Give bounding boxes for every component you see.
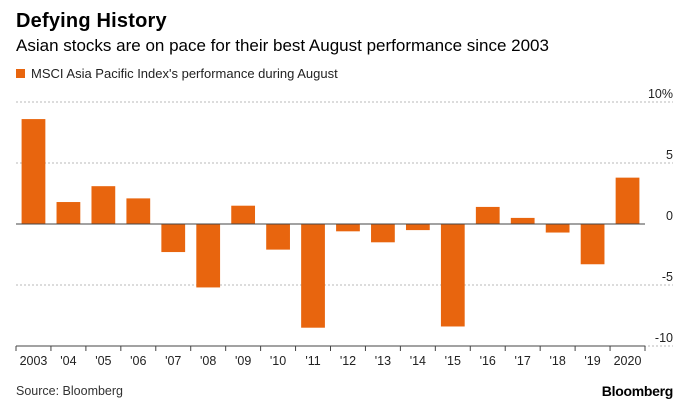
x-tick-label: 2020 <box>614 354 642 368</box>
x-tick-label: '13 <box>375 354 391 368</box>
x-tick-label: '19 <box>584 354 600 368</box>
x-tick-label: '04 <box>60 354 76 368</box>
legend-label: MSCI Asia Pacific Index's performance du… <box>31 66 338 81</box>
x-tick-label: '16 <box>480 354 496 368</box>
chart-title: Defying History <box>16 10 167 32</box>
legend-swatch <box>16 69 25 78</box>
bar <box>21 119 46 224</box>
x-tick-label: '09 <box>235 354 251 368</box>
chart-subtitle: Asian stocks are on pace for their best … <box>16 36 549 55</box>
x-tick-label: '18 <box>549 354 565 368</box>
bar <box>440 224 465 327</box>
bar <box>336 224 360 232</box>
x-tick-label: '15 <box>445 354 461 368</box>
bar <box>196 224 221 288</box>
y-tick-label: -5 <box>662 270 673 284</box>
bar <box>126 198 151 224</box>
bar <box>231 205 256 224</box>
y-tick-label: 5 <box>666 148 673 162</box>
bar <box>161 224 186 253</box>
bar <box>56 202 81 224</box>
source-note: Source: Bloomberg <box>16 384 124 398</box>
x-tick-label: '14 <box>410 354 426 368</box>
y-tick-label: 10% <box>648 87 673 101</box>
x-tick-label: '06 <box>130 354 146 368</box>
bar <box>91 186 116 224</box>
y-tick-label: -10 <box>655 331 673 345</box>
x-tick-label: 2003 <box>20 354 48 368</box>
bar <box>301 224 325 328</box>
bar <box>545 224 570 233</box>
x-tick-label: '17 <box>515 354 531 368</box>
x-tick-label: '07 <box>165 354 181 368</box>
bar <box>580 224 605 265</box>
bar <box>615 177 640 224</box>
bar <box>405 224 430 231</box>
x-tick-label: '11 <box>305 354 320 368</box>
x-tick-label: '05 <box>95 354 111 368</box>
bar <box>510 217 535 224</box>
x-tick-label: '10 <box>270 354 286 368</box>
y-tick-label: 0 <box>666 209 673 223</box>
bar <box>266 224 290 250</box>
bar <box>475 206 500 224</box>
bloomberg-logo: Bloomberg <box>601 383 674 399</box>
legend: MSCI Asia Pacific Index's performance du… <box>16 66 338 81</box>
bar <box>371 224 395 243</box>
x-tick-label: '08 <box>200 354 216 368</box>
x-tick-label: '12 <box>340 354 356 368</box>
